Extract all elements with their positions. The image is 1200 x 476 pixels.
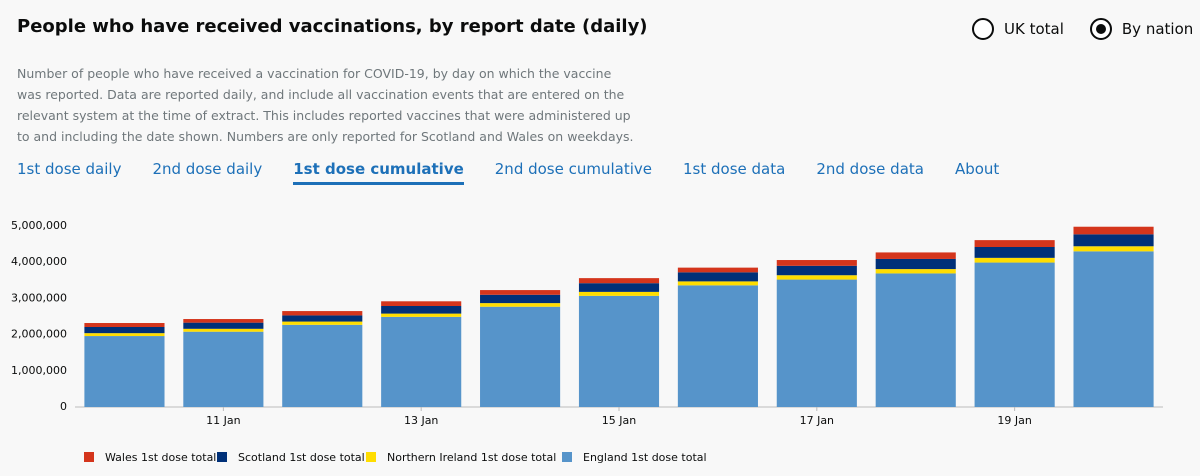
bar-segment xyxy=(282,321,363,325)
bar-segment xyxy=(974,246,1055,258)
bar-segment xyxy=(480,290,561,295)
tab[interactable]: 1st dose cumulative xyxy=(293,160,464,185)
bar-segment xyxy=(84,323,165,327)
bar-segment xyxy=(875,273,956,407)
radio-button[interactable] xyxy=(972,18,994,40)
x-tick-label: 11 Jan xyxy=(206,414,240,427)
x-tick-label: 19 Jan xyxy=(997,414,1031,427)
bar-segment xyxy=(578,291,660,296)
bar-segment xyxy=(480,294,561,304)
bar-segment xyxy=(677,281,758,286)
legend-swatch xyxy=(562,452,572,462)
y-tick-label: 3,000,000 xyxy=(11,291,67,304)
bar-segment xyxy=(1073,246,1154,252)
description: Number of people who have received a vac… xyxy=(17,66,634,144)
bar-segment xyxy=(974,257,1055,263)
bar-segment xyxy=(1073,234,1154,247)
bar-segment xyxy=(974,262,1055,407)
bar-segment xyxy=(875,269,956,274)
radio-option[interactable]: UK total xyxy=(972,18,1064,40)
bar-segment xyxy=(282,315,363,322)
bar-segment xyxy=(776,275,857,280)
bar-segment xyxy=(381,301,462,307)
bar-segment xyxy=(381,306,462,314)
radio-button[interactable] xyxy=(1089,18,1112,40)
tab[interactable]: 2nd dose daily xyxy=(152,160,263,178)
bar-segment xyxy=(1073,251,1154,407)
bar-segment xyxy=(776,260,857,266)
bar-segment xyxy=(875,258,956,270)
tab[interactable]: 1st dose daily xyxy=(17,160,122,178)
bar-segment xyxy=(84,326,165,334)
bar-segment xyxy=(578,295,660,407)
tab-bar: 1st dose daily 2nd dose daily 1st dose cum… xyxy=(17,160,999,185)
x-tick-label: 13 Jan xyxy=(404,414,438,427)
y-tick-label: 2,000,000 xyxy=(11,328,67,341)
y-tick-label: 4,000,000 xyxy=(11,255,67,268)
tab[interactable]: 2nd dose cumulative xyxy=(494,160,653,178)
radio-option[interactable]: By nation xyxy=(1089,18,1194,40)
bar-segment xyxy=(677,285,758,407)
y-tick-label: 0 xyxy=(60,400,67,413)
bar-segment xyxy=(183,319,264,323)
bar-segment xyxy=(282,311,363,316)
y-tick-label: 1,000,000 xyxy=(11,364,67,377)
bar-segment xyxy=(381,316,462,407)
radio-label[interactable]: By nation xyxy=(1121,20,1194,38)
bar-segment xyxy=(84,336,165,407)
tab[interactable]: 1st dose data xyxy=(683,160,786,178)
legend-label: Scotland 1st dose total xyxy=(238,451,365,464)
bar-segment xyxy=(84,333,165,337)
bar-segment xyxy=(677,267,758,273)
card-title: People who have received vaccinations, b… xyxy=(17,16,648,37)
legend-label: England 1st dose total xyxy=(583,451,707,464)
legend-swatch xyxy=(84,452,94,462)
bar-segment xyxy=(677,272,758,282)
bar-segment xyxy=(776,279,857,407)
bar-segment xyxy=(578,278,660,284)
bar-segment xyxy=(480,306,561,407)
bar-segment xyxy=(183,322,264,329)
bar-segment xyxy=(282,324,363,407)
bar-segment xyxy=(875,252,956,259)
tab[interactable]: About xyxy=(954,160,1000,178)
legend-label: Northern Ireland 1st dose total xyxy=(387,451,556,464)
bar-segment xyxy=(183,331,264,407)
radio-label[interactable]: UK total xyxy=(1004,20,1064,38)
x-tick-label: 15 Jan xyxy=(602,414,636,427)
bar-segment xyxy=(183,328,264,332)
x-tick-label: 17 Jan xyxy=(800,414,834,427)
legend-swatch xyxy=(366,452,376,462)
tab[interactable]: 2nd dose data xyxy=(816,160,924,178)
legend-label: Wales 1st dose total xyxy=(105,451,216,464)
y-tick-label: 5,000,000 xyxy=(11,219,67,232)
bar-segment xyxy=(776,265,857,276)
bar-segment xyxy=(974,240,1055,247)
bar-segment xyxy=(1073,226,1154,235)
bar-segment xyxy=(578,283,660,292)
bar-segment xyxy=(381,313,462,317)
legend-swatch xyxy=(217,452,227,462)
radio-group: UK total By nation xyxy=(972,18,1193,40)
bar-segment xyxy=(480,303,561,307)
